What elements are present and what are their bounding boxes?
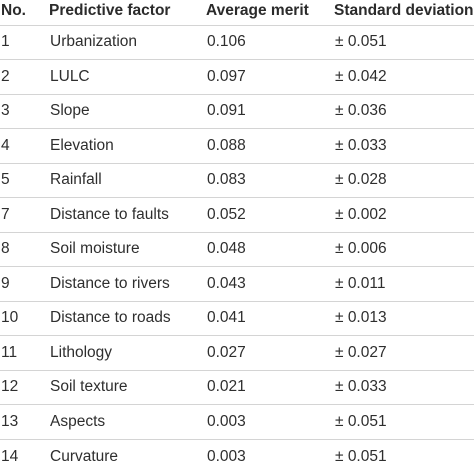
cell-average-merit: 0.097 [205,59,333,94]
table-row: 10 Distance to roads 0.041 ± 0.013 [0,300,474,336]
cell-average-merit: 0.003 [205,404,333,439]
header-no: No. [1,2,26,19]
cell-standard-deviation: ± 0.013 [333,300,474,336]
header-standard-deviation: Standard deviation [334,2,474,19]
cell-predictive-factor: Rainfall [48,162,205,198]
table-row: 4 Elevation 0.088 ± 0.033 [0,128,474,163]
cell-average-merit: 0.003 [205,438,333,470]
cell-standard-deviation: ± 0.028 [333,162,474,198]
cell-average-merit: 0.052 [205,197,333,232]
cell-predictive-factor: Distance to roads [48,300,205,336]
cell-predictive-factor: Elevation [48,128,205,163]
table-row: 2 LULC 0.097 ± 0.042 [0,59,474,94]
cell-predictive-factor: Distance to faults [48,197,205,232]
cell-predictive-factor: Aspects [48,404,205,439]
cell-predictive-factor: Urbanization [48,24,205,60]
cell-standard-deviation: ± 0.051 [333,438,474,470]
table-row: 14 Curvature 0.003 ± 0.051 [0,438,474,470]
cell-standard-deviation: ± 0.006 [333,231,474,267]
cell-standard-deviation: ± 0.036 [333,93,474,129]
cell-standard-deviation: ± 0.051 [333,404,474,439]
table-row: 8 Soil moisture 0.048 ± 0.006 [0,231,474,267]
cell-average-merit: 0.091 [205,93,333,129]
header-predictive-factor: Predictive factor [49,2,171,19]
cell-no: 8 [0,231,48,267]
table-row: 9 Distance to rivers 0.043 ± 0.011 [0,266,474,301]
cell-average-merit: 0.088 [205,128,333,163]
cell-average-merit: 0.021 [205,369,333,405]
cell-no: 12 [0,369,48,405]
cell-no: 2 [0,59,48,94]
cell-standard-deviation: ± 0.002 [333,197,474,232]
cell-no: 13 [0,404,48,439]
cell-standard-deviation: ± 0.011 [333,266,474,301]
cell-no: 1 [0,24,48,60]
cell-no: 11 [0,335,48,370]
cell-no: 3 [0,93,48,129]
cell-no: 14 [0,438,48,470]
cell-no: 4 [0,128,48,163]
header-average-merit: Average merit [206,2,309,19]
cell-no: 10 [0,300,48,336]
table-row: 13 Aspects 0.003 ± 0.051 [0,404,474,439]
cell-predictive-factor: Soil moisture [48,231,205,267]
cell-no: 7 [0,197,48,232]
cell-average-merit: 0.027 [205,335,333,370]
table-row: 7 Distance to faults 0.052 ± 0.002 [0,197,474,232]
table-row: 1 Urbanization 0.106 ± 0.051 [0,24,474,60]
table-row: 11 Lithology 0.027 ± 0.027 [0,335,474,370]
cell-standard-deviation: ± 0.051 [333,24,474,60]
table-row: 12 Soil texture 0.021 ± 0.033 [0,369,474,405]
cell-average-merit: 0.106 [205,24,333,60]
cell-standard-deviation: ± 0.033 [333,128,474,163]
cell-standard-deviation: ± 0.042 [333,59,474,94]
cell-predictive-factor: Soil texture [48,369,205,405]
table-header-row: No. Predictive factor Average merit Stan… [0,0,474,25]
table-body: 1 Urbanization 0.106 ± 0.051 2 LULC 0.097 ± 0.0… [0,24,474,470]
cell-standard-deviation: ± 0.033 [333,369,474,405]
table-row: 3 Slope 0.091 ± 0.036 [0,93,474,129]
cell-predictive-factor: Lithology [48,335,205,370]
cell-no: 9 [0,266,48,301]
cell-standard-deviation: ± 0.027 [333,335,474,370]
cell-average-merit: 0.048 [205,231,333,267]
cell-predictive-factor: Curvature [48,438,205,470]
cell-average-merit: 0.043 [205,266,333,301]
cell-predictive-factor: LULC [48,59,205,94]
cell-no: 5 [0,162,48,198]
cell-predictive-factor: Slope [48,93,205,129]
cell-average-merit: 0.083 [205,162,333,198]
table-row: 5 Rainfall 0.083 ± 0.028 [0,162,474,198]
cell-average-merit: 0.041 [205,300,333,336]
cell-predictive-factor: Distance to rivers [48,266,205,301]
